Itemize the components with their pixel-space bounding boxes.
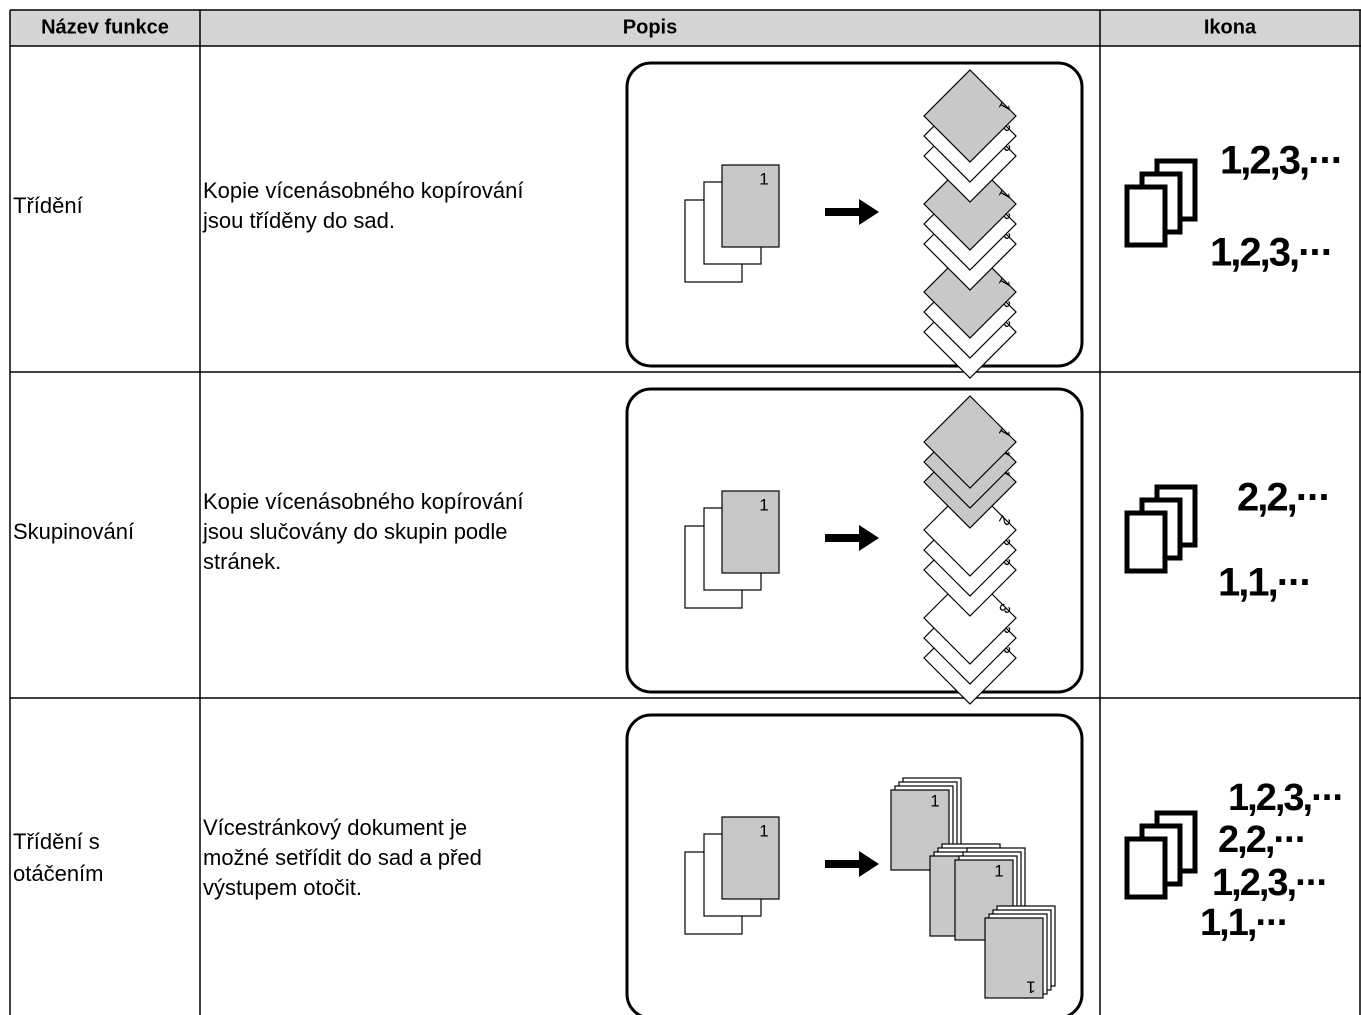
output-sheet: [984, 917, 1044, 999]
description: výstupem otočit.: [203, 875, 362, 900]
icon-label: 1,2,3,···: [1228, 777, 1343, 819]
icon-label: 1,2,3,···: [1210, 231, 1332, 275]
description: jsou tříděny do sad.: [202, 208, 395, 233]
arrow: [825, 525, 879, 551]
table-grid: [9, 9, 1361, 1015]
original-page: [721, 164, 780, 248]
original-page: [721, 816, 780, 900]
page-number: 1: [759, 495, 768, 514]
icon-label: 1,1,···: [1200, 902, 1287, 944]
page-number: 1: [759, 169, 768, 188]
illustration-frame: [625, 61, 1084, 368]
arrow: [825, 851, 879, 877]
page-number: 1: [759, 821, 768, 840]
icon-label: 1,2,3,···: [1220, 139, 1342, 183]
output-sheet: [923, 483, 1017, 577]
illustration-frame: [625, 713, 1084, 1015]
icon-page: [1124, 510, 1168, 574]
function-name: Třídění s: [13, 829, 100, 854]
arrow: [825, 199, 879, 225]
description: Vícestránkový dokument je: [203, 815, 467, 840]
description: stránek.: [203, 549, 281, 574]
output-sheet: [923, 157, 1017, 251]
function-name: Třídění: [13, 193, 83, 218]
icon-label: 1,1,···: [1218, 561, 1311, 605]
output-sheet: [923, 245, 1017, 339]
icon-label: 2,2,···: [1218, 819, 1305, 861]
description: jsou slučovány do skupin podle: [202, 519, 508, 544]
function-name: Skupinování: [13, 519, 134, 544]
header-cell: Název funkce: [41, 16, 169, 38]
icon-label: 2,2,···: [1237, 476, 1330, 520]
description: možné setřídit do sad a před: [203, 845, 482, 870]
original-page: [721, 490, 780, 574]
description: Kopie vícenásobného kopírování: [203, 178, 523, 203]
function-name: otáčením: [13, 861, 104, 886]
icon-page: [1124, 184, 1168, 248]
sheet-number: 1: [994, 861, 1003, 880]
output-sheet: [923, 69, 1017, 163]
sheet-number: 1: [930, 791, 939, 810]
header-bg: [10, 10, 1361, 46]
output-sheet: [923, 571, 1017, 665]
illustration-frame: [625, 387, 1084, 694]
description: Kopie vícenásobného kopírování: [203, 489, 523, 514]
icon-page: [1124, 836, 1168, 900]
header-cell: Ikona: [1204, 16, 1257, 38]
output-sheet: [923, 395, 1017, 489]
header-cell: Popis: [623, 16, 677, 38]
icon-label: 1,2,3,···: [1212, 862, 1327, 904]
sheet-number: 1: [1026, 978, 1035, 997]
